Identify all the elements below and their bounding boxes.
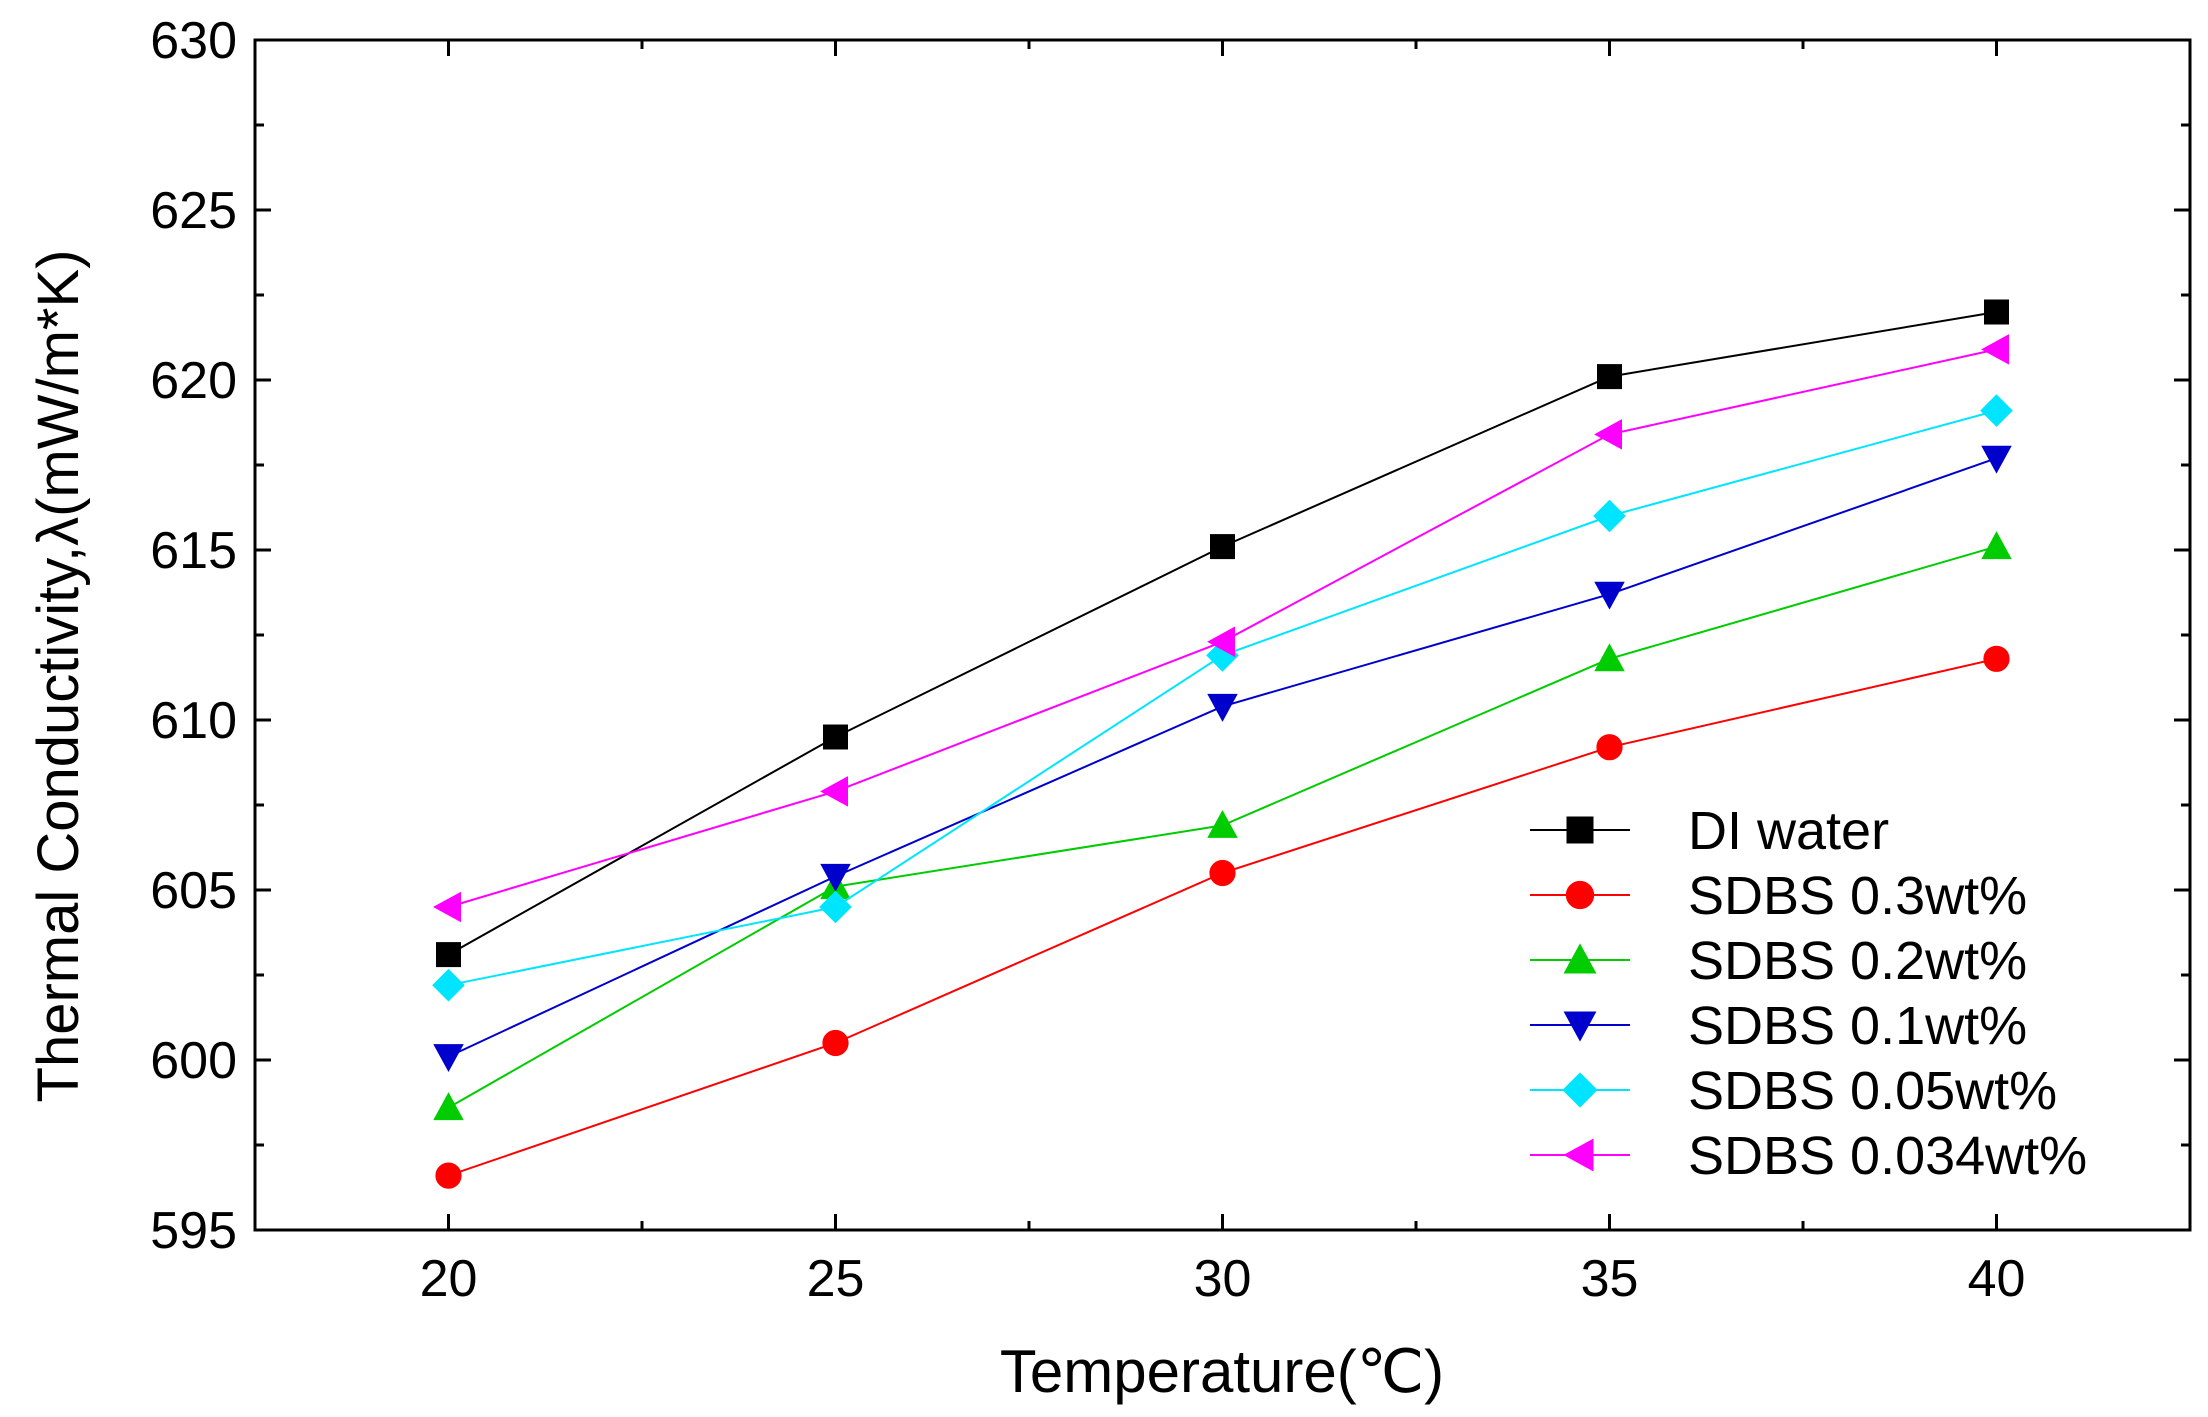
data-point [1980,394,2013,427]
legend-label: SDBS 0.05wt% [1688,1061,2057,1121]
data-point [1593,499,1626,533]
y-tick-label: 625 [150,182,237,240]
data-point [819,890,852,924]
data-point [1207,693,1238,722]
data-point [1981,445,2012,474]
legend-item: SDBS 0.05wt% [1530,1061,2057,1121]
legend-marker [1563,1138,1594,1172]
x-tick-label: 20 [420,1250,478,1308]
series-sdbs-0-034wt- [433,334,2009,923]
data-point [433,891,461,923]
data-point [433,1092,464,1121]
data-point [432,968,465,1002]
legend-label: SDBS 0.2wt% [1688,931,2027,991]
y-tick-label: 610 [150,692,237,750]
data-point [1207,626,1235,658]
data-point [1210,534,1235,560]
data-point [1594,419,1622,450]
legend-item: SDBS 0.1wt% [1530,996,2027,1056]
data-point [1207,809,1238,838]
data-point [820,776,848,807]
legend-label: SDBS 0.034wt% [1688,1126,2087,1186]
data-point [433,1044,464,1073]
x-tick-label: 40 [1968,1250,2026,1308]
axes: 595 600 605 610 615 620 625 630 20 25 30 35 40 [150,12,2192,1308]
y-tick-label: 605 [150,862,237,920]
data-point [1594,581,1625,610]
series-group [432,299,2013,1189]
series-sdbs-0-1wt- [433,445,2012,1073]
legend-marker [1565,880,1595,910]
data-point [435,1162,462,1189]
data-point [823,724,848,750]
legend-item: SDBS 0.3wt% [1530,866,2027,926]
data-point [1981,334,2009,365]
x-tick-label: 25 [807,1250,865,1308]
data-point [820,863,851,892]
x-axis-label: Temperature(℃) [1000,1338,1444,1405]
legend-marker [1566,816,1594,844]
series-sdbs-0-3wt- [435,645,2010,1189]
data-point [1596,734,1623,761]
data-point [1984,299,2009,325]
legend-marker [1563,1011,1597,1042]
data-point [1209,859,1236,887]
legend-label: SDBS 0.3wt% [1688,866,2027,926]
y-axis-label: Thermal Conductivity,λ(mW/m*K) [26,250,91,1103]
y-tick-label: 600 [150,1032,237,1090]
data-point [436,942,461,968]
y-tick-label: 595 [150,1202,237,1260]
y-tick-label: 630 [150,12,237,70]
series-sdbs-0-05wt- [432,394,2013,1002]
x-tick-label: 35 [1581,1250,1639,1308]
series-di-water [436,299,2009,968]
legend-marker [1562,1072,1598,1108]
data-point [1981,531,2012,560]
y-tick-label: 620 [150,352,237,410]
x-tick-label: 30 [1194,1250,1252,1308]
legend-label: SDBS 0.1wt% [1688,996,2027,1056]
y-tick-label: 615 [150,522,237,580]
legend-item: SDBS 0.2wt% [1530,931,2027,991]
data-point [822,1029,849,1057]
data-point [1597,364,1622,390]
legend-marker [1563,943,1597,974]
data-point [1594,643,1625,672]
data-point [1983,645,2010,672]
legend-item: DI water [1530,801,1889,861]
legend-label: DI water [1688,801,1889,861]
legend-item: SDBS 0.034wt% [1530,1126,2087,1186]
